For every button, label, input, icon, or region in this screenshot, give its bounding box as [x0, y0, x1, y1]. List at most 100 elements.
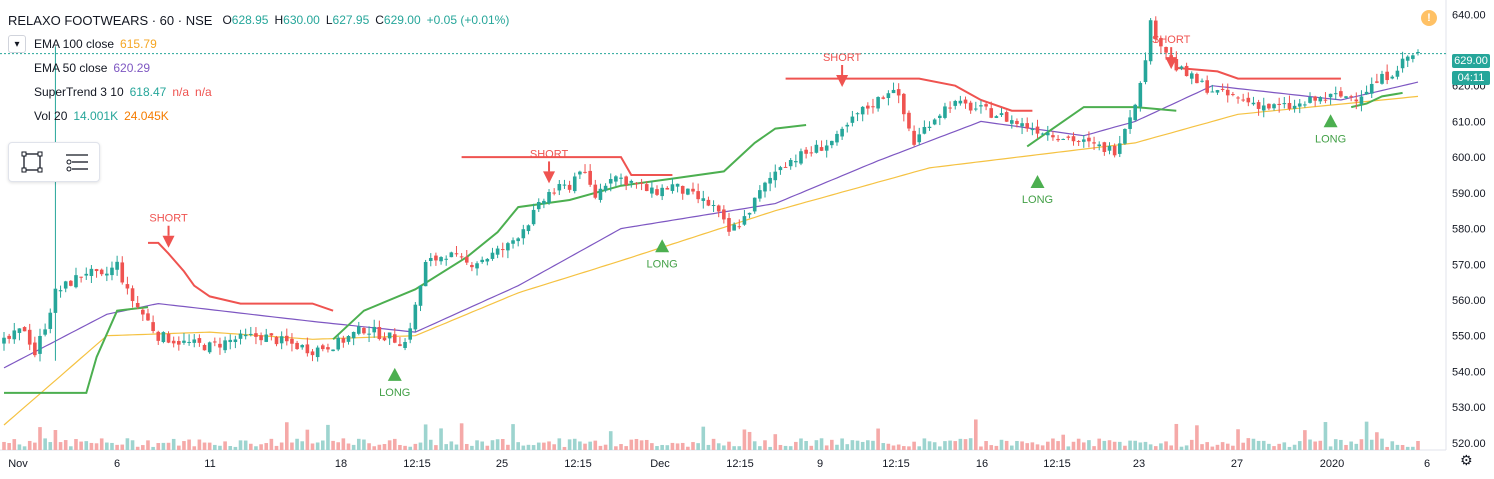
volume-bar	[58, 442, 63, 450]
candle-body	[254, 333, 258, 337]
long-signal-label: LONG	[647, 258, 678, 270]
candle-body	[902, 93, 906, 115]
candle-body	[207, 342, 212, 353]
volume-bar	[1292, 444, 1297, 450]
volume-bar	[161, 442, 166, 450]
candle-body	[588, 170, 592, 185]
volume-bar	[516, 442, 520, 450]
settings-lines-icon[interactable]	[61, 148, 93, 176]
volume-bar	[1297, 441, 1302, 450]
volume-bar	[1066, 446, 1071, 450]
symbol-title[interactable]: RELAXO FOOTWEARS · 60 · NSE	[8, 12, 213, 28]
candle-body	[778, 167, 783, 171]
candle-body	[860, 106, 865, 115]
x-tick-label: Dec	[650, 458, 670, 470]
volume-bar	[1123, 445, 1127, 450]
volume-bar	[310, 443, 315, 450]
volume-bar	[608, 431, 613, 450]
candle-body	[146, 313, 150, 321]
volume-bar	[984, 441, 988, 450]
volume-bar	[696, 443, 700, 450]
rectangle-tool-icon[interactable]	[16, 148, 48, 176]
volume-bar	[1092, 446, 1096, 450]
volume-bar	[1195, 425, 1199, 450]
indicator-row-ema50[interactable]: EMA 50 close 620.29	[8, 56, 515, 80]
short-signal-arrow	[1165, 57, 1178, 70]
volume-bar	[94, 443, 99, 450]
volume-bar	[1051, 438, 1055, 450]
volume-bar	[747, 431, 752, 450]
candle-body	[963, 99, 968, 104]
volume-bar	[938, 446, 942, 450]
volume-bar	[819, 438, 824, 450]
candle-body	[547, 191, 551, 203]
indicator-row-supertrend[interactable]: SuperTrend 3 10 618.47 n/a n/a	[8, 80, 515, 104]
volume-bar	[413, 443, 418, 450]
candle-body	[264, 334, 269, 342]
volume-bar	[315, 442, 320, 450]
candle-body	[752, 197, 757, 212]
volume-bar	[1308, 439, 1312, 450]
candle-body	[1395, 70, 1400, 77]
candle-body	[320, 345, 325, 350]
volume-bar	[1251, 438, 1256, 450]
volume-bar	[665, 445, 670, 450]
candle-body	[927, 126, 932, 128]
indicator-row-ema100[interactable]: ▾ EMA 100 close 615.79	[8, 32, 515, 56]
candle-body	[639, 182, 644, 184]
candle-body	[1015, 120, 1019, 125]
volume-bar	[444, 444, 448, 450]
volume-bar	[290, 442, 294, 450]
candle-body	[799, 151, 803, 164]
volume-bar	[346, 443, 351, 450]
volume-bar	[660, 444, 664, 450]
volume-bar	[871, 440, 875, 450]
volume-bar	[84, 441, 89, 450]
volume-bar	[1025, 443, 1030, 450]
candle-body	[135, 302, 140, 308]
candle-body	[495, 248, 500, 255]
candle-body	[788, 160, 793, 167]
warning-icon[interactable]: !	[1421, 10, 1437, 26]
volume-bar	[1107, 440, 1112, 450]
candle-body	[722, 209, 726, 220]
candle-body	[979, 105, 983, 107]
volume-bar	[464, 443, 469, 450]
volume-bar	[1189, 439, 1194, 450]
volume-bar	[1339, 439, 1343, 450]
volume-bar	[1205, 442, 1209, 450]
candle-body	[444, 258, 448, 260]
volume-bar	[1354, 443, 1359, 450]
candle-body	[1123, 128, 1127, 144]
volume-bar	[958, 438, 963, 450]
chevron-down-icon[interactable]: ▾	[8, 35, 26, 53]
candle-body	[845, 124, 850, 127]
indicator-row-volume[interactable]: Vol 20 14.001K 24.045K	[8, 104, 515, 128]
candle-body	[367, 333, 371, 335]
indicator-value: 620.29	[113, 61, 151, 75]
candle-body	[326, 347, 330, 350]
candle-body	[1138, 83, 1143, 107]
volume-bar	[994, 445, 999, 450]
y-tick-label: 590.00	[1452, 188, 1486, 200]
candle-body	[603, 185, 608, 191]
candle-body	[38, 335, 42, 354]
candle-body	[1066, 136, 1071, 138]
volume-bar	[922, 438, 927, 450]
volume-bar	[1390, 441, 1395, 450]
candle-body	[521, 229, 526, 239]
volume-bar	[1015, 440, 1019, 450]
x-tick-label: 6	[1424, 458, 1430, 470]
candle-body	[125, 284, 130, 289]
candle-body	[1061, 138, 1066, 140]
volume-bar	[1277, 443, 1281, 450]
volume-bar	[300, 441, 305, 450]
volume-bar	[686, 446, 690, 450]
legend: RELAXO FOOTWEARS · 60 · NSE O628.95 H630…	[8, 8, 515, 128]
gear-icon[interactable]: ⚙	[1460, 452, 1473, 468]
candle-body	[285, 335, 289, 342]
volume-bar	[593, 440, 598, 450]
candle-body	[706, 199, 711, 206]
